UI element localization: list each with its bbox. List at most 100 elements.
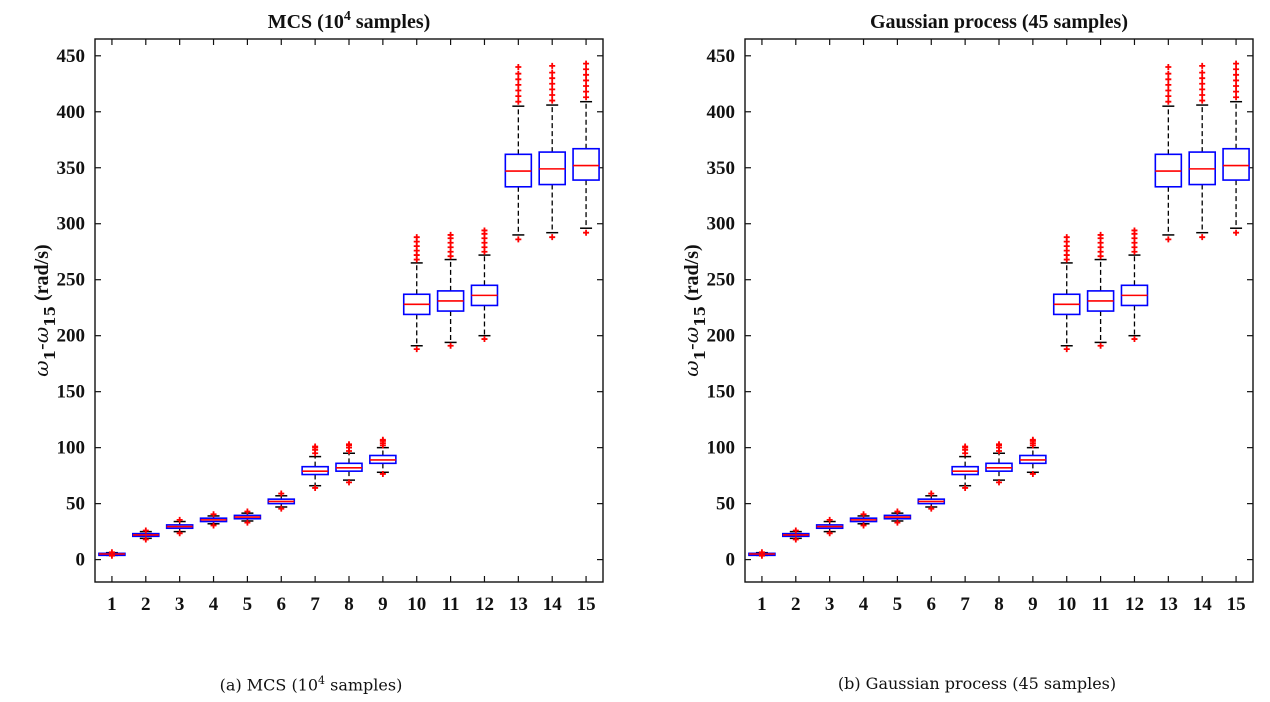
outlier-marker — [515, 70, 522, 77]
plot-frame — [744, 38, 1254, 583]
outlier-marker — [894, 508, 901, 515]
outlier-marker — [549, 86, 556, 93]
caption-a: (a) MCS (104 samples) — [51, 674, 571, 694]
x-tick-label: 15 — [1227, 594, 1246, 615]
x-tick-label: 13 — [1159, 594, 1178, 615]
box-13 — [1154, 63, 1183, 243]
outlier-marker — [1233, 60, 1240, 67]
chart-panel-gaussian-process: Gaussian process (45 samples) 0 50 100 150 20… — [679, 11, 1254, 615]
outlier-marker — [996, 441, 1002, 448]
x-tick-label: 1 — [107, 594, 117, 615]
outlier-marker — [549, 97, 556, 104]
outlier-marker — [1165, 236, 1172, 243]
outlier-marker — [996, 479, 1002, 486]
outlier-marker — [1199, 91, 1206, 98]
x-tick-label: 1 — [757, 594, 767, 615]
outlier-marker — [481, 227, 488, 234]
outlier-marker — [1029, 470, 1036, 477]
outlier-marker — [1233, 229, 1240, 236]
y-tick-label: 0 — [76, 550, 86, 571]
y-tick-label: 100 — [57, 438, 86, 459]
y-tick-label: 300 — [57, 214, 86, 235]
outlier-marker — [894, 519, 901, 526]
outlier-marker — [447, 231, 454, 238]
x-tick-label: 2 — [141, 594, 151, 615]
outlier-marker — [142, 527, 149, 534]
outlier-marker — [346, 479, 352, 486]
outlier-marker — [1199, 97, 1206, 104]
outlier-marker — [1233, 94, 1240, 101]
iqr-box — [1222, 147, 1250, 181]
outlier-marker — [1165, 63, 1172, 70]
y-tick-label: 350 — [707, 158, 736, 179]
iqr-box — [572, 147, 600, 181]
box-4 — [199, 511, 228, 529]
outlier-marker — [860, 522, 867, 529]
box-11 — [1086, 231, 1115, 349]
box-10 — [1052, 234, 1081, 353]
x-tick-label: 8 — [994, 594, 1004, 615]
outlier-marker — [1165, 70, 1172, 77]
outlier-marker — [928, 505, 935, 512]
outlier-marker — [515, 81, 522, 88]
x-tick-label: 11 — [1092, 594, 1110, 615]
outlier-marker — [1029, 436, 1036, 443]
outlier-marker — [1165, 87, 1172, 94]
box-12 — [1120, 227, 1149, 343]
box-7 — [951, 443, 979, 491]
outlier-marker — [1063, 346, 1070, 353]
outlier-marker — [515, 98, 522, 105]
box-2 — [782, 527, 810, 543]
outlier-marker — [583, 229, 590, 236]
outlier-marker — [346, 441, 352, 448]
outlier-marker — [379, 436, 386, 443]
outlier-marker — [928, 490, 935, 497]
x-tick-label: 12 — [475, 594, 494, 615]
outlier-marker — [1131, 227, 1138, 234]
outlier-marker — [278, 505, 285, 512]
outlier-marker — [1233, 71, 1240, 78]
x-tick-label: 9 — [378, 594, 388, 615]
box-6 — [917, 490, 946, 512]
box-13 — [504, 63, 533, 243]
caption-b-text: (b) Gaussian process (45 samples) — [837, 674, 1117, 693]
x-tick-label: 10 — [407, 594, 426, 615]
x-tick-label: 12 — [1125, 594, 1144, 615]
box-6 — [267, 490, 296, 512]
outlier-marker — [108, 552, 115, 559]
x-tick-label: 9 — [1028, 594, 1038, 615]
outlier-marker — [176, 530, 183, 537]
x-tick-label: 14 — [543, 594, 563, 615]
x-tick-label: 8 — [344, 594, 354, 615]
plot-frame — [94, 38, 604, 583]
box-14 — [1188, 62, 1217, 241]
y-tick-label: 450 — [707, 46, 736, 67]
box-8 — [335, 441, 363, 486]
caption-b: (b) Gaussian process (45 samples) — [717, 674, 1237, 693]
y-tick-label: 200 — [57, 326, 86, 347]
x-tick-label: 3 — [825, 594, 835, 615]
caption-a-sup: 4 — [318, 674, 326, 687]
outlier-marker — [1199, 80, 1206, 87]
outlier-marker — [1097, 231, 1104, 238]
outlier-marker — [583, 71, 590, 78]
y-tick-label: 400 — [57, 102, 86, 123]
outlier-marker — [447, 342, 454, 349]
outlier-marker — [860, 511, 867, 518]
outlier-marker — [549, 80, 556, 87]
outlier-marker — [1165, 76, 1172, 83]
x-tick-label: 2 — [791, 594, 801, 615]
outlier-marker — [413, 234, 420, 241]
x-tick-label: 4 — [859, 594, 869, 615]
outlier-marker — [1165, 93, 1172, 100]
chart-panel-mcs: MCS (104 samples) 0 50 100 150 200 250 300 350 40… — [29, 9, 604, 615]
outlier-marker — [549, 91, 556, 98]
outlier-marker — [583, 83, 590, 90]
outlier-marker — [583, 60, 590, 67]
x-tick-label: 11 — [442, 594, 460, 615]
outlier-marker — [379, 470, 386, 477]
outlier-marker — [210, 522, 217, 529]
box-15 — [1222, 60, 1250, 236]
box-14 — [538, 62, 567, 241]
outlier-marker — [549, 69, 556, 76]
